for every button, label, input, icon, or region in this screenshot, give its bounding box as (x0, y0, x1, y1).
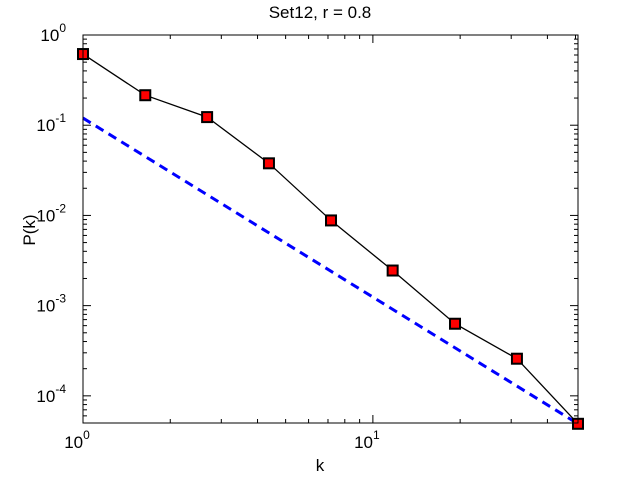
data-point-marker (325, 214, 338, 227)
data-point-marker (139, 89, 152, 102)
data-series (77, 48, 584, 430)
data-point-marker (449, 317, 462, 330)
data-point-marker (262, 157, 275, 170)
svg-text:10-4: 10-4 (36, 382, 66, 406)
data-point-marker (201, 111, 214, 124)
axis-ticks (82, 34, 578, 424)
svg-text:100: 100 (40, 21, 66, 45)
svg-text:10-2: 10-2 (36, 201, 66, 225)
svg-text:100: 100 (64, 428, 90, 452)
data-point-marker (510, 352, 523, 365)
svg-text:10-1: 10-1 (36, 111, 66, 135)
svg-text:10-3: 10-3 (36, 292, 66, 316)
x-axis-label: k (315, 456, 325, 475)
fit-line (82, 116, 579, 426)
tick-labels: 100 101 100 10-1 10-2 10-3 10-4 (36, 21, 380, 452)
chart-title: Set12, r = 0.8 (268, 3, 372, 22)
data-line (82, 53, 579, 425)
data-point-marker (386, 264, 399, 277)
svg-text:101: 101 (354, 428, 380, 452)
axes-box (82, 34, 579, 424)
